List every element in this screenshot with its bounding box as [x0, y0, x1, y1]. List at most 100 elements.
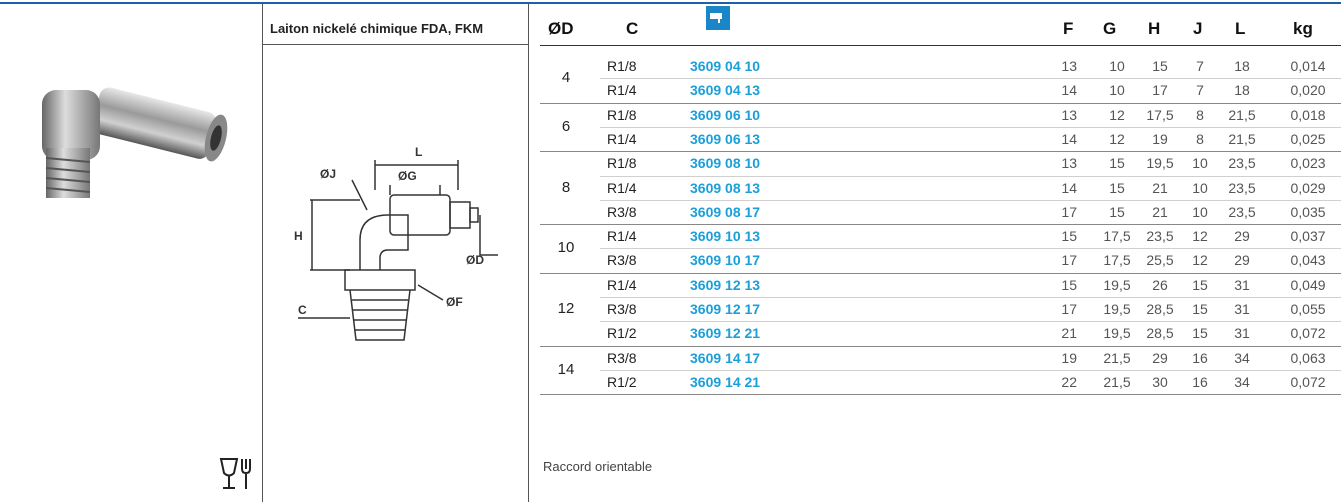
column-header: F [1063, 20, 1073, 38]
dim-l: 34 [1234, 373, 1250, 391]
part-number: 3609 10 17 [690, 251, 760, 269]
column-header: ØD [548, 20, 574, 38]
row-rule [600, 127, 1341, 128]
dim-j: 7 [1196, 57, 1204, 75]
weight: 0,049 [1290, 276, 1325, 294]
fitting-thread: R1/8 [607, 106, 637, 124]
weight: 0,018 [1290, 106, 1325, 124]
fitting-thread: R1/4 [607, 227, 637, 245]
fitting-thread: R1/2 [607, 324, 637, 342]
dim-h: 28,5 [1146, 300, 1173, 318]
dim-l: 18 [1234, 81, 1250, 99]
part-number: 3609 04 13 [690, 81, 760, 99]
weight: 0,023 [1290, 154, 1325, 172]
group-rule [540, 273, 1341, 274]
weight: 0,035 [1290, 203, 1325, 221]
page: Laiton nickelé chimique FDA, FKM [0, 0, 1341, 502]
column-header: G [1103, 20, 1116, 38]
faucet-icon [706, 6, 730, 30]
fitting-thread: R3/8 [607, 251, 637, 269]
weight: 0,063 [1290, 349, 1325, 367]
dim-g: 19,5 [1103, 324, 1130, 342]
group-rule [540, 103, 1341, 104]
dim-l: 31 [1234, 324, 1250, 342]
dim-g: 10 [1109, 81, 1125, 99]
part-number: 3609 12 21 [690, 324, 760, 342]
outer-diameter: 8 [562, 179, 570, 197]
dim-g: 12 [1109, 106, 1125, 124]
dim-j: 12 [1192, 227, 1208, 245]
dim-h: 29 [1152, 349, 1168, 367]
dim-j: 16 [1192, 349, 1208, 367]
part-number: 3609 08 13 [690, 179, 760, 197]
dim-h: 19 [1152, 130, 1168, 148]
dim-g: 15 [1109, 154, 1125, 172]
dim-j: 10 [1192, 179, 1208, 197]
row-rule [600, 297, 1341, 298]
dim-label: C [298, 303, 307, 317]
column-header: H [1148, 20, 1160, 38]
dim-g: 17,5 [1103, 227, 1130, 245]
weight: 0,020 [1290, 81, 1325, 99]
fitting-thread: R3/8 [607, 300, 637, 318]
dim-label: ØJ [320, 167, 336, 181]
product-photo [20, 70, 240, 210]
group-rule [540, 394, 1341, 395]
weight: 0,029 [1290, 179, 1325, 197]
dim-label: ØD [466, 253, 484, 267]
dim-l: 21,5 [1228, 106, 1255, 124]
dim-l: 23,5 [1228, 154, 1255, 172]
dim-j: 8 [1196, 130, 1204, 148]
group-rule [540, 151, 1341, 152]
part-number: 3609 08 10 [690, 154, 760, 172]
dim-j: 15 [1192, 276, 1208, 294]
dim-l: 31 [1234, 300, 1250, 318]
dim-f: 17 [1061, 300, 1077, 318]
weight: 0,072 [1290, 324, 1325, 342]
row-rule [600, 370, 1341, 371]
dim-h: 28,5 [1146, 324, 1173, 342]
weight: 0,037 [1290, 227, 1325, 245]
dim-l: 29 [1234, 227, 1250, 245]
dim-h: 19,5 [1146, 154, 1173, 172]
dim-f: 14 [1061, 179, 1077, 197]
dim-j: 10 [1192, 154, 1208, 172]
outer-diameter: 6 [562, 118, 570, 136]
dim-f: 15 [1061, 276, 1077, 294]
dim-j: 7 [1196, 81, 1204, 99]
product-title: Laiton nickelé chimique FDA, FKM [270, 20, 483, 38]
footnote: Raccord orientable [543, 458, 652, 476]
top-rule [0, 2, 1341, 4]
dim-l: 31 [1234, 276, 1250, 294]
dim-f: 17 [1061, 203, 1077, 221]
part-number: 3609 08 17 [690, 203, 760, 221]
dim-j: 15 [1192, 324, 1208, 342]
weight: 0,072 [1290, 373, 1325, 391]
dim-g: 19,5 [1103, 300, 1130, 318]
weight: 0,043 [1290, 251, 1325, 269]
group-rule [540, 224, 1341, 225]
fitting-thread: R1/4 [607, 130, 637, 148]
dim-l: 34 [1234, 349, 1250, 367]
outer-diameter: 10 [558, 239, 575, 257]
dim-g: 15 [1109, 179, 1125, 197]
row-rule [600, 200, 1341, 201]
row-rule [600, 248, 1341, 249]
dim-l: 21,5 [1228, 130, 1255, 148]
row-rule [600, 321, 1341, 322]
fitting-thread: R3/8 [607, 349, 637, 367]
fitting-thread: R1/4 [607, 276, 637, 294]
food-icon [218, 456, 258, 492]
dim-g: 19,5 [1103, 276, 1130, 294]
fitting-thread: R1/8 [607, 57, 637, 75]
dim-l: 23,5 [1228, 179, 1255, 197]
dim-j: 10 [1192, 203, 1208, 221]
dim-f: 14 [1061, 81, 1077, 99]
row-rule [600, 176, 1341, 177]
dim-h: 17 [1152, 81, 1168, 99]
dim-h: 23,5 [1146, 227, 1173, 245]
dim-h: 21 [1152, 179, 1168, 197]
part-number: 3609 06 10 [690, 106, 760, 124]
technical-drawing: L ØJ ØG H ØD ØF C [290, 140, 510, 360]
outer-diameter: 14 [558, 361, 575, 379]
